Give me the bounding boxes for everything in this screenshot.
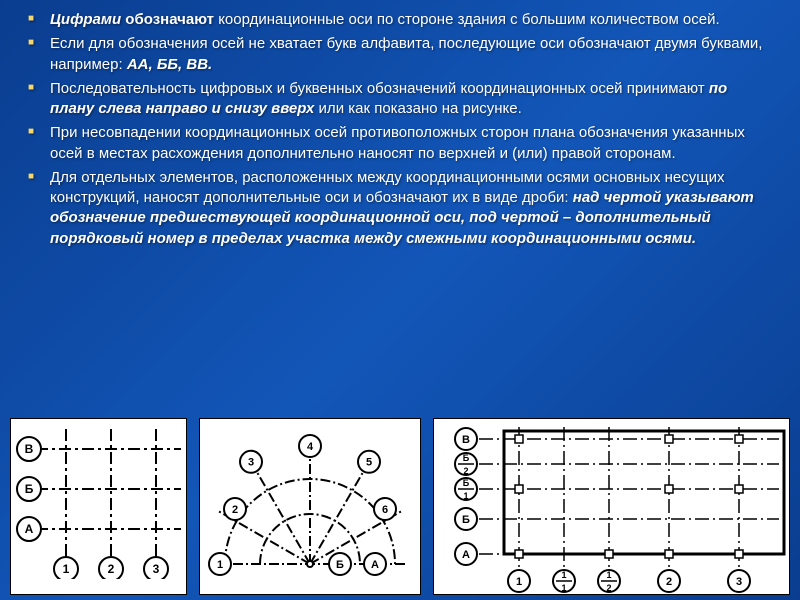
svg-text:Б: Б (463, 478, 470, 488)
svg-text:2: 2 (232, 504, 238, 516)
svg-text:2: 2 (108, 562, 115, 576)
svg-text:4: 4 (307, 441, 314, 453)
bullet-5: Для отдельных элементов, расположенных м… (50, 168, 770, 249)
svg-text:1: 1 (606, 570, 611, 580)
svg-text:1: 1 (561, 570, 566, 580)
svg-text:1: 1 (217, 559, 223, 571)
svg-text:1: 1 (463, 491, 468, 501)
svg-text:В: В (25, 442, 34, 456)
bullet-3: Последовательность цифровых и буквенных … (50, 79, 770, 120)
svg-text:А: А (462, 549, 470, 561)
svg-text:В: В (462, 434, 470, 446)
svg-text:А: А (371, 559, 379, 571)
svg-text:Б: Б (336, 559, 344, 571)
svg-text:3: 3 (736, 576, 742, 588)
slide-text: Цифрами обозначают координационные оси п… (0, 0, 800, 249)
svg-text:3: 3 (248, 457, 254, 469)
bullet-1: Цифрами обозначают координационные оси п… (50, 10, 770, 30)
figure-2-radial: 3 4 5 2 6 1 Б А (199, 418, 421, 595)
bullet-2: Если для обозначения осей не хватает бук… (50, 34, 770, 75)
svg-text:2: 2 (666, 576, 672, 588)
svg-text:1: 1 (63, 562, 70, 576)
svg-text:2: 2 (463, 466, 468, 476)
svg-text:3: 3 (153, 562, 160, 576)
svg-text:Б: Б (462, 514, 470, 526)
figures-row: ВБА123 345261БА ВБ2Б1БА1111223 (0, 418, 800, 600)
svg-text:2: 2 (606, 583, 611, 593)
svg-text:Б: Б (463, 453, 470, 463)
figure-1-grid: В Б А 1 2 3 (10, 418, 187, 595)
svg-text:6: 6 (382, 504, 388, 516)
svg-text:Б: Б (25, 482, 34, 496)
bullet-4: При несовпадении координационных осей пр… (50, 123, 770, 164)
figure-3-grid-fractions: ВБ2Б1БА1111223 (433, 418, 790, 595)
svg-text:5: 5 (366, 457, 372, 469)
bullet-list: Цифрами обозначают координационные оси п… (50, 10, 770, 249)
svg-text:А: А (25, 522, 34, 536)
svg-text:1: 1 (516, 576, 522, 588)
svg-text:1: 1 (561, 583, 566, 593)
